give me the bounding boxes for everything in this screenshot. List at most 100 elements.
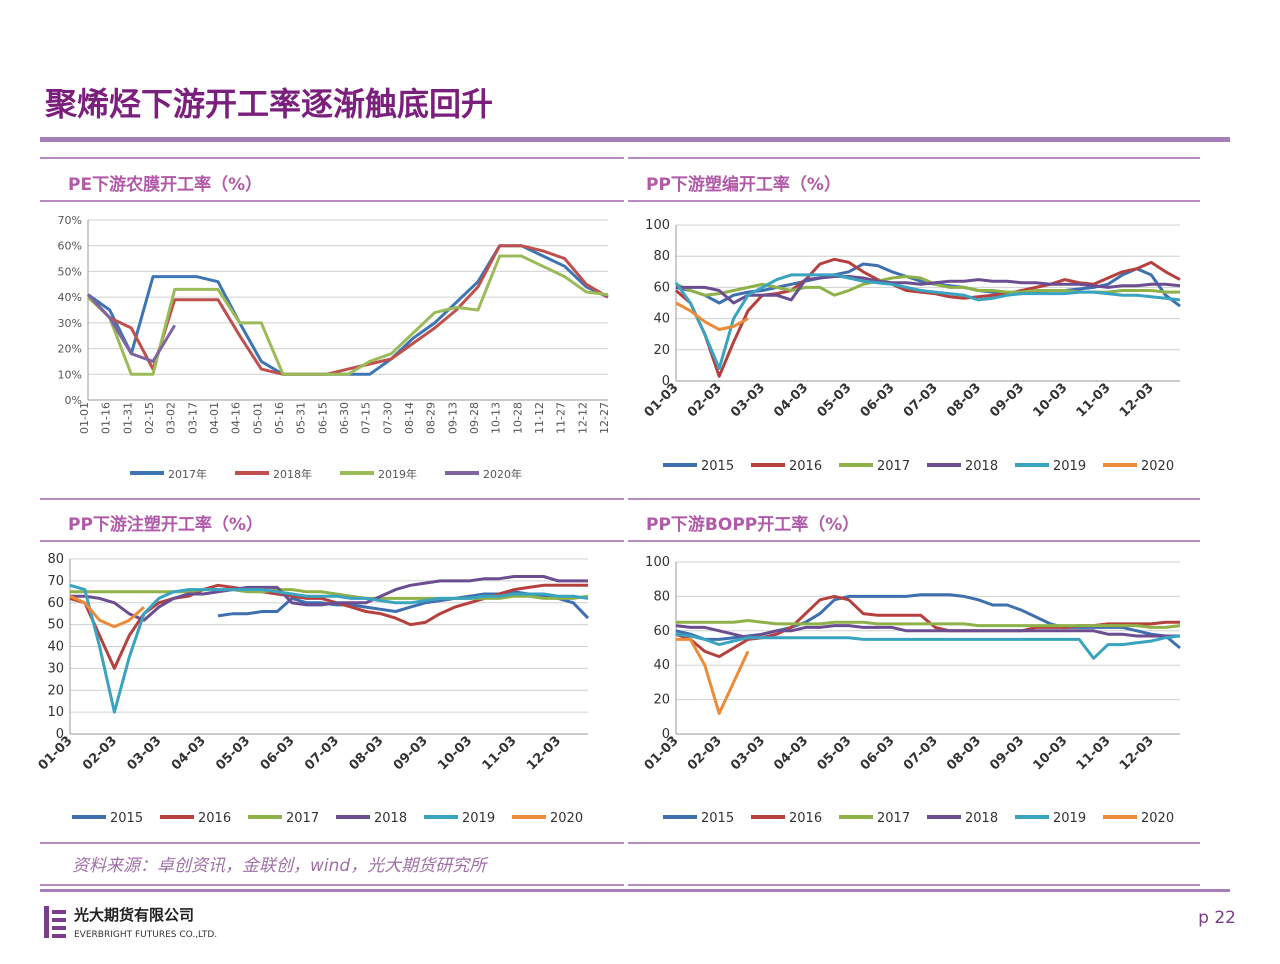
series-line bbox=[86, 244, 609, 376]
legend-label: 2020 bbox=[550, 811, 583, 826]
series-line bbox=[675, 624, 1180, 640]
x-tick-label: 11-03 bbox=[1074, 733, 1114, 773]
y-tick-label: 80 bbox=[47, 552, 64, 567]
x-tick-label: 10-03 bbox=[1030, 733, 1070, 773]
y-tick-label: 50 bbox=[47, 618, 64, 633]
legend-label: 2017 bbox=[286, 811, 319, 826]
series-line bbox=[70, 575, 588, 622]
y-tick-label: 30 bbox=[47, 661, 64, 676]
x-tick-label: 06-15 bbox=[316, 402, 329, 434]
x-tick-label: 12-03 bbox=[1117, 380, 1157, 420]
legend-label: 2015 bbox=[110, 811, 143, 826]
series-line bbox=[69, 594, 145, 629]
series-line bbox=[69, 583, 589, 714]
x-tick-label: 10-03 bbox=[435, 733, 475, 773]
chart-title: PP下游BOPP开工率（%） bbox=[646, 514, 859, 535]
x-tick-label: 12-27 bbox=[598, 402, 611, 434]
x-tick-label: 08-03 bbox=[944, 733, 984, 773]
y-tick-label: 100 bbox=[645, 218, 670, 233]
x-tick-label: 02-03 bbox=[80, 733, 120, 773]
x-tick-label: 07-30 bbox=[381, 402, 394, 434]
series-line bbox=[676, 637, 750, 715]
series-line bbox=[675, 262, 1181, 308]
series-line bbox=[86, 293, 176, 363]
x-tick-label: 05-03 bbox=[814, 733, 854, 773]
y-tick-label: 0 bbox=[662, 727, 670, 742]
x-tick-label: 12-12 bbox=[576, 402, 589, 434]
series-line bbox=[676, 619, 1181, 629]
company-en: EVERBRIGHT FUTURES CO.,LTD. bbox=[74, 930, 217, 940]
legend-label: 2016 bbox=[789, 811, 822, 826]
x-tick-label: 07-03 bbox=[901, 380, 941, 420]
logo bbox=[44, 906, 66, 938]
x-tick-label: 05-01 bbox=[251, 402, 264, 434]
x-tick-label: 05-03 bbox=[213, 733, 253, 773]
y-tick-label: 100 bbox=[645, 555, 670, 570]
source: 资料来源：卓创资讯，金联创，wind，光大期货研究所 bbox=[72, 856, 489, 876]
x-tick-label: 06-03 bbox=[258, 733, 298, 773]
y-tick-label: 40 bbox=[653, 658, 670, 673]
y-tick-label: 20% bbox=[58, 343, 82, 356]
legend-label: 2018 bbox=[374, 811, 407, 826]
x-tick-label: 11-12 bbox=[533, 402, 546, 434]
x-tick-label: 04-16 bbox=[230, 402, 243, 434]
y-tick-label: 20 bbox=[653, 693, 670, 708]
panel-rules bbox=[40, 157, 1200, 886]
y-tick-label: 60% bbox=[58, 240, 82, 253]
x-tick-label: 09-03 bbox=[391, 733, 431, 773]
x-tick-label: 08-29 bbox=[425, 402, 438, 434]
series-line bbox=[676, 275, 1181, 305]
legend-label: 2016 bbox=[789, 459, 822, 474]
x-tick-label: 02-03 bbox=[685, 733, 725, 773]
x-tick-label: 05-03 bbox=[814, 380, 854, 420]
series-line bbox=[675, 257, 1181, 378]
series-line bbox=[674, 273, 1181, 370]
x-tick-label: 06-30 bbox=[338, 402, 351, 434]
y-tick-label: 0 bbox=[662, 374, 670, 389]
x-tick-label: 08-03 bbox=[346, 733, 386, 773]
legend-label: 2015 bbox=[701, 811, 734, 826]
chart-title: PP下游塑编开工率（%） bbox=[646, 174, 841, 195]
x-tick-label: 11-03 bbox=[1074, 380, 1114, 420]
x-tick-label: 10-03 bbox=[1030, 380, 1070, 420]
y-tick-label: 60 bbox=[653, 280, 670, 295]
x-tick-label: 06-03 bbox=[858, 733, 898, 773]
x-tick-label: 05-31 bbox=[295, 402, 308, 434]
footer-rule bbox=[40, 889, 1230, 892]
x-tick-label: 11-03 bbox=[480, 733, 520, 773]
series-line bbox=[675, 632, 1181, 660]
slide-title: 聚烯烃下游开工率逐渐触底回升 bbox=[44, 85, 493, 123]
series-line bbox=[86, 254, 609, 376]
x-tick-label: 03-03 bbox=[728, 380, 768, 420]
x-tick-label: 09-03 bbox=[987, 380, 1027, 420]
y-tick-label: 70% bbox=[58, 214, 82, 227]
legend-label: 2020 bbox=[1141, 811, 1174, 826]
series-line bbox=[70, 588, 589, 600]
x-tick-label: 05-16 bbox=[273, 402, 286, 434]
y-tick-label: 0 bbox=[56, 727, 64, 742]
page-number: p 22 bbox=[1198, 908, 1236, 928]
x-tick-label: 09-13 bbox=[446, 402, 459, 434]
x-tick-label: 12-03 bbox=[524, 733, 564, 773]
x-tick-label: 01-01 bbox=[78, 402, 91, 434]
y-tick-label: 10% bbox=[58, 368, 82, 381]
x-tick-label: 04-03 bbox=[771, 733, 811, 773]
y-tick-label: 80 bbox=[653, 589, 670, 604]
legend-label: 2016 bbox=[198, 811, 231, 826]
legend-label: 2020年 bbox=[483, 467, 522, 481]
legend-label: 2017 bbox=[877, 459, 910, 474]
legend-label: 2018年 bbox=[273, 467, 312, 481]
legend-label: 2019 bbox=[462, 811, 495, 826]
legend-label: 2019年 bbox=[378, 467, 417, 481]
x-tick-label: 07-03 bbox=[901, 733, 941, 773]
x-tick-label: 04-03 bbox=[771, 380, 811, 420]
y-tick-label: 40 bbox=[47, 640, 64, 655]
x-tick-label: 01-31 bbox=[121, 402, 134, 434]
x-tick-label: 12-03 bbox=[1117, 733, 1157, 773]
y-tick-label: 40 bbox=[653, 312, 670, 327]
legend-label: 2019 bbox=[1053, 459, 1086, 474]
x-tick-label: 03-03 bbox=[728, 733, 768, 773]
series-line bbox=[69, 583, 588, 670]
x-tick-label: 09-28 bbox=[468, 402, 481, 434]
chart-title: PE下游农膜开工率（%） bbox=[68, 174, 262, 195]
